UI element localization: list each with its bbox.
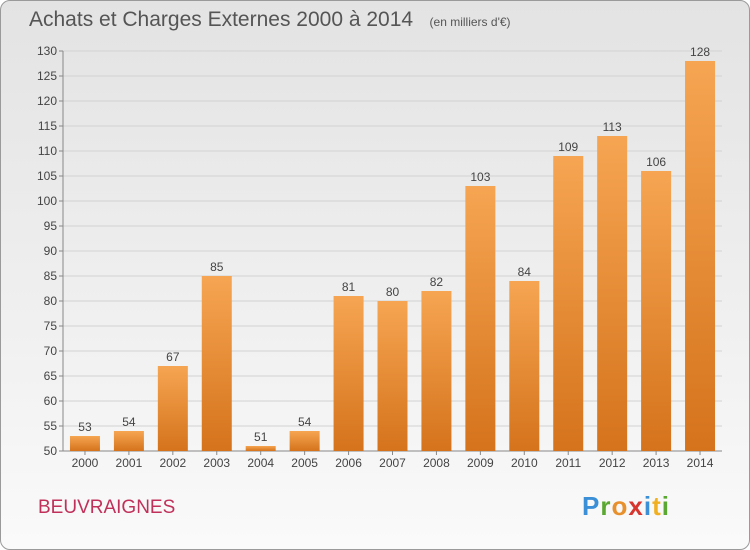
chart-subtitle: (en milliers d'€) bbox=[429, 15, 511, 29]
bar-value-label: 67 bbox=[166, 350, 180, 364]
bar bbox=[201, 276, 232, 451]
x-tick-label: 2009 bbox=[467, 456, 494, 470]
brand-logo: Proxiti bbox=[582, 491, 670, 522]
y-tick-label: 105 bbox=[37, 169, 57, 183]
brand-letter: r bbox=[600, 491, 612, 521]
bar bbox=[289, 431, 320, 451]
x-tick-label: 2008 bbox=[423, 456, 450, 470]
bar-value-label: 109 bbox=[558, 140, 578, 154]
brand-letter: o bbox=[611, 491, 629, 521]
bar-value-label: 128 bbox=[690, 45, 710, 59]
brand-letter: t bbox=[652, 491, 662, 521]
y-tick-label: 75 bbox=[44, 319, 58, 333]
bar bbox=[465, 186, 496, 451]
y-tick-label: 60 bbox=[44, 394, 58, 408]
x-tick-label: 2003 bbox=[203, 456, 230, 470]
bar bbox=[245, 446, 276, 451]
chart-title: Achats et Charges Externes 2000 à 2014 bbox=[29, 8, 414, 31]
bar-value-label: 84 bbox=[518, 265, 532, 279]
brand-letter: P bbox=[582, 491, 601, 521]
bar-value-label: 103 bbox=[470, 170, 490, 184]
bar bbox=[113, 431, 144, 451]
x-tick-label: 2002 bbox=[159, 456, 186, 470]
brand-letter: x bbox=[628, 491, 644, 521]
bar-value-label: 51 bbox=[254, 430, 268, 444]
y-tick-label: 125 bbox=[37, 69, 57, 83]
y-tick-label: 80 bbox=[44, 294, 58, 308]
x-tick-label: 2012 bbox=[599, 456, 626, 470]
x-tick-label: 2004 bbox=[247, 456, 274, 470]
bar-value-label: 80 bbox=[386, 285, 400, 299]
bar bbox=[333, 296, 364, 451]
x-tick-label: 2001 bbox=[116, 456, 143, 470]
y-tick-label: 90 bbox=[44, 244, 58, 258]
bar bbox=[421, 291, 452, 451]
bar bbox=[597, 136, 628, 451]
brand-letter: i bbox=[643, 491, 653, 521]
bar-value-label: 113 bbox=[603, 120, 622, 134]
bar-value-label: 81 bbox=[342, 280, 356, 294]
y-tick-label: 55 bbox=[44, 419, 58, 433]
bar bbox=[69, 436, 100, 451]
bar bbox=[685, 61, 716, 451]
bar bbox=[641, 171, 672, 451]
y-tick-label: 115 bbox=[38, 119, 57, 133]
bar bbox=[509, 281, 540, 451]
bar bbox=[377, 301, 408, 451]
bar bbox=[157, 366, 188, 451]
x-tick-label: 2014 bbox=[687, 456, 714, 470]
x-tick-label: 2010 bbox=[511, 456, 538, 470]
x-tick-label: 2007 bbox=[379, 456, 406, 470]
bar-value-label: 54 bbox=[122, 415, 136, 429]
bar-value-label: 54 bbox=[298, 415, 312, 429]
x-tick-label: 2000 bbox=[72, 456, 99, 470]
bar-value-label: 85 bbox=[210, 260, 224, 274]
bar-value-label: 82 bbox=[430, 275, 444, 289]
bar-value-label: 53 bbox=[78, 420, 92, 434]
y-tick-label: 95 bbox=[44, 219, 58, 233]
bar-value-label: 106 bbox=[646, 155, 666, 169]
x-tick-label: 2013 bbox=[643, 456, 670, 470]
brand-letter: i bbox=[661, 491, 670, 521]
location-name: BEUVRAIGNES bbox=[38, 497, 176, 518]
x-tick-label: 2006 bbox=[335, 456, 362, 470]
x-tick-label: 2011 bbox=[555, 456, 581, 470]
bar bbox=[553, 156, 584, 451]
x-tick-label: 2005 bbox=[291, 456, 318, 470]
y-tick-label: 130 bbox=[37, 44, 57, 58]
y-tick-label: 50 bbox=[44, 444, 58, 458]
y-tick-label: 65 bbox=[44, 369, 58, 383]
title-row: Achats et Charges Externes 2000 à 2014 (… bbox=[29, 8, 511, 32]
y-tick-label: 110 bbox=[38, 144, 57, 158]
y-tick-label: 85 bbox=[44, 269, 58, 283]
y-tick-label: 120 bbox=[37, 94, 57, 108]
y-tick-label: 70 bbox=[44, 344, 58, 358]
y-tick-label: 100 bbox=[37, 194, 57, 208]
